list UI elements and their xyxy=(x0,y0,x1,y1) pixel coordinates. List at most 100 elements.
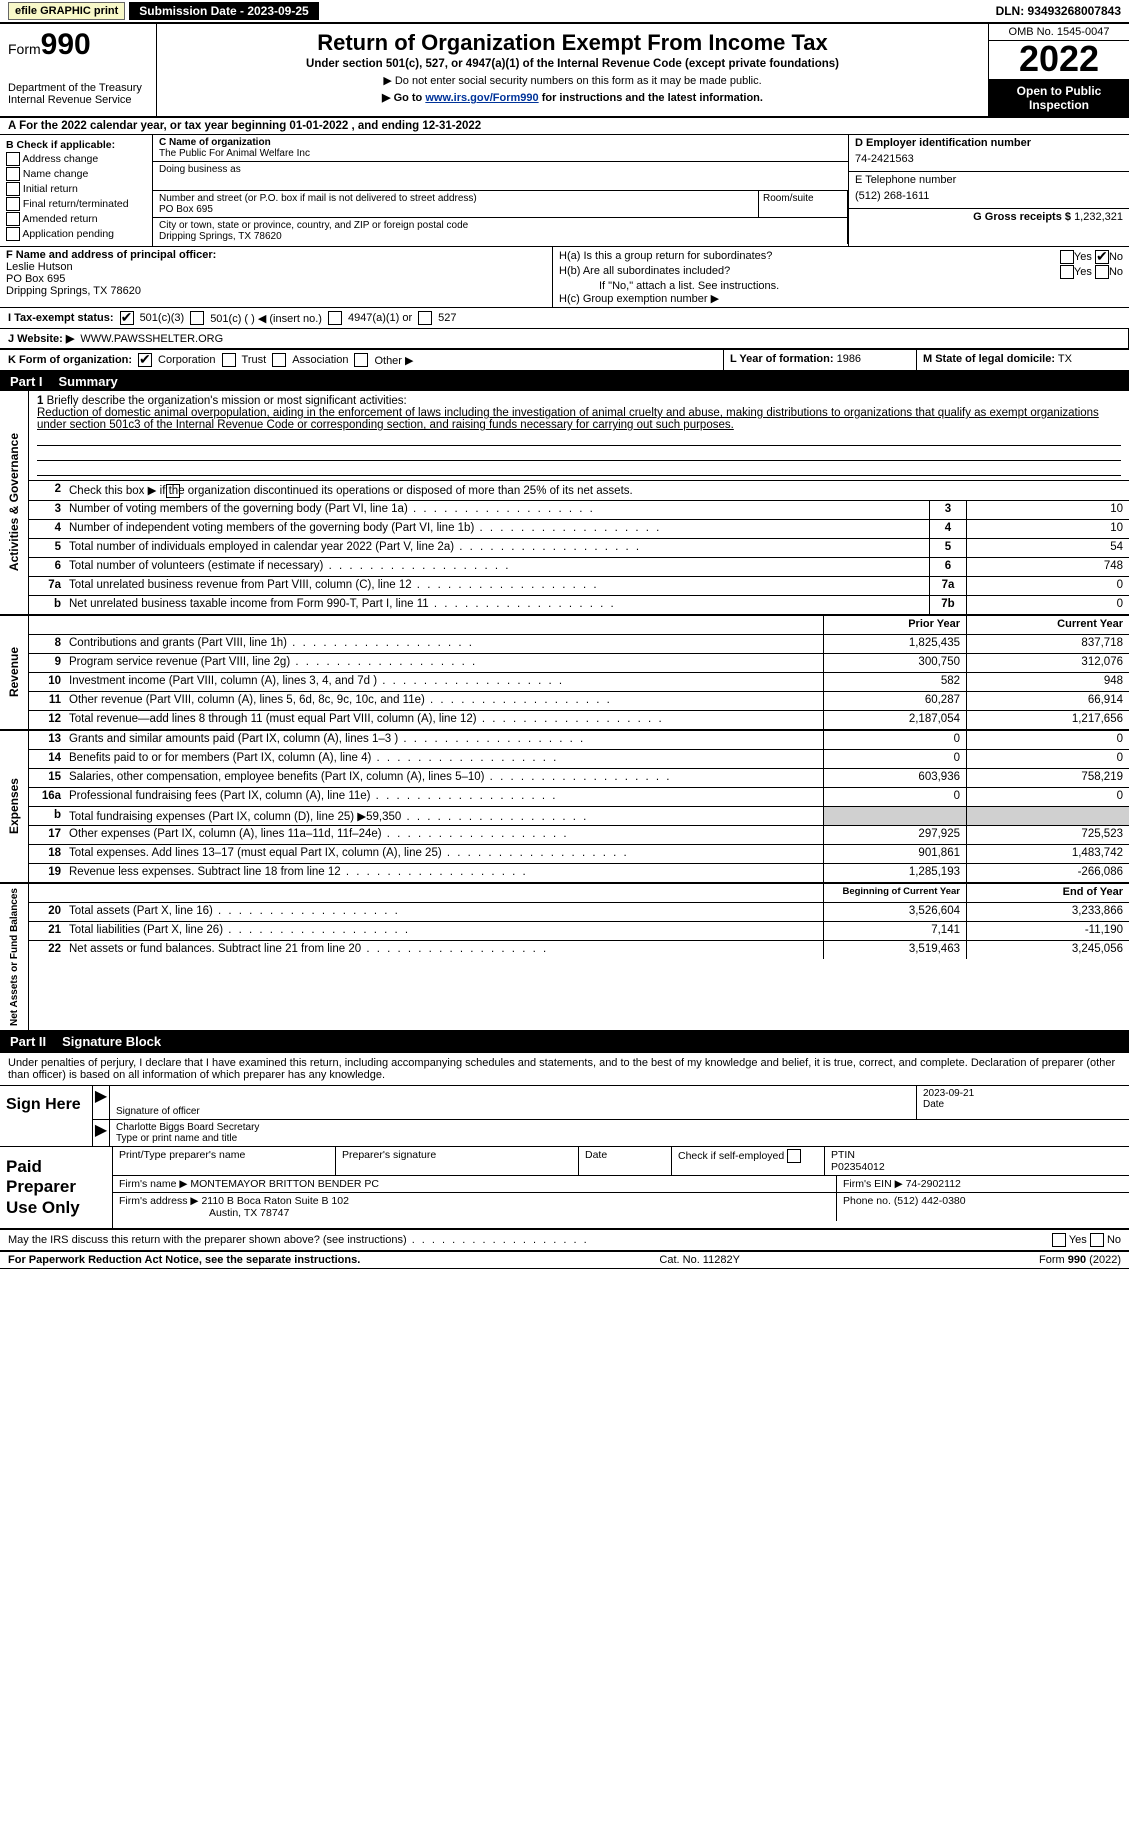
arrow-icon-2: ▶ xyxy=(93,1120,110,1146)
ssn-warning: ▶ Do not enter social security numbers o… xyxy=(167,74,978,87)
firm-addr-label: Firm's address ▶ xyxy=(119,1195,199,1207)
phone-label: Phone no. xyxy=(843,1195,891,1207)
discuss-no[interactable] xyxy=(1090,1233,1104,1247)
discuss-row: May the IRS discuss this return with the… xyxy=(0,1230,1129,1252)
data-row: 19Revenue less expenses. Subtract line 1… xyxy=(29,864,1129,882)
exp-block: Expenses 13Grants and similar amounts pa… xyxy=(0,731,1129,884)
hb-yes-lbl: Yes xyxy=(1074,266,1092,278)
gov-row: bNet unrelated business taxable income f… xyxy=(29,596,1129,614)
i-label: I Tax-exempt status: xyxy=(8,312,114,324)
data-row: 14Benefits paid to or for members (Part … xyxy=(29,750,1129,769)
chk-assoc[interactable] xyxy=(272,353,286,367)
addr-label: Number and street (or P.O. box if mail i… xyxy=(159,193,752,204)
col-current: Current Year xyxy=(966,616,1129,634)
chk-initial[interactable] xyxy=(6,182,20,196)
website: WWW.PAWSSHELTER.ORG xyxy=(80,333,223,345)
data-row: 17Other expenses (Part IX, column (A), l… xyxy=(29,826,1129,845)
col-c: C Name of organization The Public For An… xyxy=(153,135,849,246)
irs-link[interactable]: www.irs.gov/Form990 xyxy=(425,92,538,104)
exp-label: Expenses xyxy=(5,774,23,838)
l-label: L Year of formation: xyxy=(730,353,834,365)
arrow-icon: ▶ xyxy=(93,1086,110,1119)
mission-num: 1 xyxy=(37,395,43,407)
data-row: 16aProfessional fundraising fees (Part I… xyxy=(29,788,1129,807)
ha-no[interactable] xyxy=(1095,250,1109,264)
footer-mid: Cat. No. 11282Y xyxy=(659,1254,740,1266)
block-b-c-d: B Check if applicable: Address change Na… xyxy=(0,135,1129,247)
mission-label: Briefly describe the organization's miss… xyxy=(47,395,407,407)
officer-name: Leslie Hutson xyxy=(6,261,546,273)
data-row: 15Salaries, other compensation, employee… xyxy=(29,769,1129,788)
efile-label: efile GRAPHIC print xyxy=(8,2,125,20)
data-row: 11Other revenue (Part VIII, column (A), … xyxy=(29,692,1129,711)
chk-527[interactable] xyxy=(418,311,432,325)
footer-left: For Paperwork Reduction Act Notice, see … xyxy=(8,1254,360,1266)
ha-yes[interactable] xyxy=(1060,250,1074,264)
lbl-other: Other ▶ xyxy=(374,354,413,367)
officer-addr1: PO Box 695 xyxy=(6,273,546,285)
hc-label: H(c) Group exemption number ▶ xyxy=(559,292,1123,305)
col-prior: Prior Year xyxy=(823,616,966,634)
chk-name[interactable] xyxy=(6,167,20,181)
data-row: 10Investment income (Part VIII, column (… xyxy=(29,673,1129,692)
goto-line: ▶ Go to www.irs.gov/Form990 for instruct… xyxy=(167,91,978,104)
form-title: Return of Organization Exempt From Incom… xyxy=(167,30,978,56)
chk-pending[interactable] xyxy=(6,227,20,241)
gov-row: 6Total number of volunteers (estimate if… xyxy=(29,558,1129,577)
data-row: 9Program service revenue (Part VIII, lin… xyxy=(29,654,1129,673)
sig-date-label: Date xyxy=(923,1099,944,1110)
chk-discontinued[interactable] xyxy=(166,484,180,498)
paid-preparer-block: Paid Preparer Use Only Print/Type prepar… xyxy=(0,1147,1129,1230)
chk-trust[interactable] xyxy=(222,353,236,367)
chk-corp[interactable] xyxy=(138,353,152,367)
k-label: K Form of organization: xyxy=(8,354,132,366)
part2-name: Signature Block xyxy=(62,1034,161,1049)
footer: For Paperwork Reduction Act Notice, see … xyxy=(0,1252,1129,1269)
data-row: 12Total revenue—add lines 8 through 11 (… xyxy=(29,711,1129,729)
m-label: M State of legal domicile: xyxy=(923,353,1055,365)
form-word: Form xyxy=(8,41,41,57)
data-row: bTotal fundraising expenses (Part IX, co… xyxy=(29,807,1129,826)
tax-year: 2022 xyxy=(989,41,1129,80)
discuss-no-lbl: No xyxy=(1107,1234,1121,1246)
chk-address[interactable] xyxy=(6,152,20,166)
col-f: F Name and address of principal officer:… xyxy=(0,247,553,307)
sign-here: Sign Here xyxy=(0,1086,93,1146)
col-eoy: End of Year xyxy=(966,884,1129,902)
lbl-501c: 501(c) ( ) ◀ (insert no.) xyxy=(210,312,322,325)
prep-date-hdr: Date xyxy=(579,1147,672,1175)
chk-4947[interactable] xyxy=(328,311,342,325)
lbl-assoc: Association xyxy=(292,354,348,366)
rev-label: Revenue xyxy=(5,643,23,701)
discuss-yes-lbl: Yes xyxy=(1069,1234,1087,1246)
dba-label: Doing business as xyxy=(159,164,842,175)
chk-other[interactable] xyxy=(354,353,368,367)
chk-final[interactable] xyxy=(6,197,20,211)
sig-officer-label: Signature of officer xyxy=(116,1106,200,1117)
lbl-name: Name change xyxy=(23,168,88,180)
firm-phone: (512) 442-0380 xyxy=(894,1195,966,1207)
hb-no[interactable] xyxy=(1095,265,1109,279)
sig-name-label: Type or print name and title xyxy=(116,1133,237,1144)
chk-amended[interactable] xyxy=(6,212,20,226)
ein: 74-2421563 xyxy=(855,149,1123,169)
open-public: Open to Public Inspection xyxy=(989,80,1129,116)
discuss-yes[interactable] xyxy=(1052,1233,1066,1247)
chk-501c[interactable] xyxy=(190,311,204,325)
net-label: Net Assets or Fund Balances xyxy=(7,884,22,1030)
city-label: City or town, state or province, country… xyxy=(159,220,841,231)
lbl-amended: Amended return xyxy=(22,213,97,225)
hb-yes[interactable] xyxy=(1060,265,1074,279)
lbl-initial: Initial return xyxy=(23,183,78,195)
f-label: F Name and address of principal officer: xyxy=(6,249,546,261)
rev-block: Revenue Prior Year Current Year 8Contrib… xyxy=(0,616,1129,731)
paid-label: Paid Preparer Use Only xyxy=(0,1147,113,1228)
chk-501c3[interactable] xyxy=(120,311,134,325)
hb-no-lbl: No xyxy=(1109,266,1123,278)
data-row: 13Grants and similar amounts paid (Part … xyxy=(29,731,1129,750)
sig-name: Charlotte Biggs Board Secretary xyxy=(116,1122,1123,1133)
row-k: K Form of organization: Corporation Trus… xyxy=(0,350,724,370)
ptin: P02354012 xyxy=(831,1161,1123,1173)
chk-self-emp[interactable] xyxy=(787,1149,801,1163)
penalty-text: Under penalties of perjury, I declare th… xyxy=(0,1053,1129,1086)
